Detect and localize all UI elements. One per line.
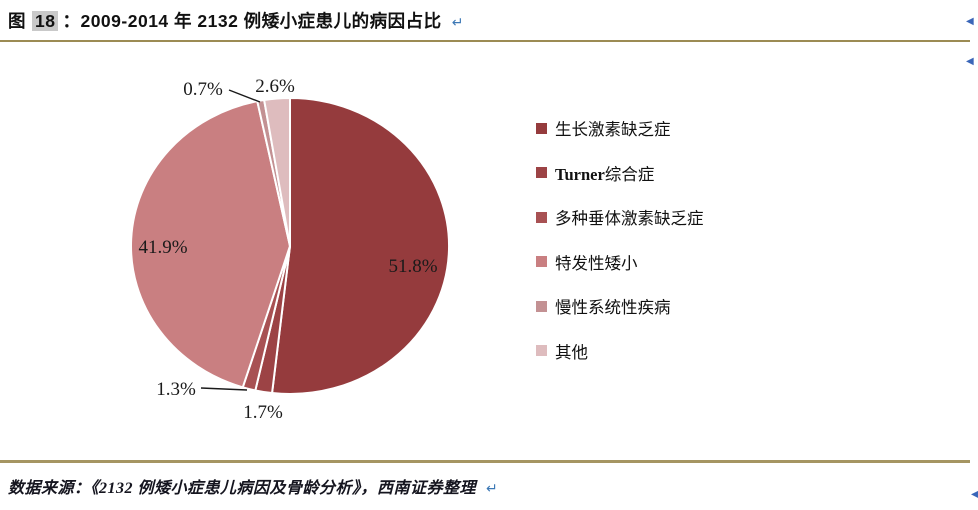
figure-label: 图 [8,11,26,31]
pie-data-label: 41.9% [138,237,187,258]
legend-label: Turner综合症 [555,164,655,184]
edge-comment-marker-icon: ◀ [966,16,974,27]
legend-label: 慢性系统性疾病 [555,298,671,317]
legend-item: 慢性系统性疾病 [536,294,704,318]
figure-title-text: 2009-2014 年 2132 例矮小症患儿的病因占比 [80,11,442,31]
data-source-line: 数据来源：《2132 例矮小症患儿病因及骨龄分析》，西南证券整理 ↵ [8,474,498,498]
legend-swatch-icon [536,256,547,267]
legend-item: 多种垂体激素缺乏症 [536,205,704,229]
figure-number: 18 [32,11,59,31]
legend-label: 其他 [555,342,588,362]
chart-legend: 生长激素缺乏症 Turner综合症多种垂体激素缺乏症 特发性矮小慢性系统性疾病 其他 [536,116,704,383]
legend-item: Turner综合症 [536,161,704,185]
figure-title: 图 18 ：2009-2014 年 2132 例矮小症患儿的病因占比 ↵ [8,8,464,33]
legend-swatch-icon [536,167,547,178]
label-leader-line [228,89,261,103]
title-separator: ： [62,11,81,31]
pie-data-label: 2.6% [255,76,295,97]
edge-comment-marker-icon: ◀ [971,489,978,500]
title-divider [0,40,970,42]
legend-item: 特发性矮小 [536,250,704,274]
legend-label: 多种垂体激素缺乏症 [555,209,704,228]
pie-slice [263,97,291,247]
pie-data-label: 1.3% [156,379,196,400]
legend-item: 其他 [536,339,704,363]
footer-divider [0,460,970,463]
pie-data-label: 0.7% [183,79,223,100]
legend-swatch-icon [536,122,547,134]
paragraph-return-icon: ↵ [486,481,499,497]
pie-slice [271,97,451,395]
edge-comment-marker-icon: ◀ [966,56,974,67]
paragraph-return-icon: ↵ [451,15,464,31]
legend-swatch-icon [536,300,547,312]
legend-item: 生长激素缺乏症 [536,116,704,140]
legend-swatch-icon [536,211,547,223]
legend-swatch-icon [536,345,547,356]
legend-label: 生长激素缺乏症 [555,120,671,139]
pie-slice [130,100,291,389]
pie-data-label: 51.8% [388,256,437,277]
legend-label: 特发性矮小 [555,253,638,273]
pie-data-label: 1.7% [243,402,283,423]
label-leader-line [200,387,248,391]
data-source-text: 数据来源：《2132 例矮小症患儿病因及骨龄分析》，西南证券整理 [8,480,477,497]
